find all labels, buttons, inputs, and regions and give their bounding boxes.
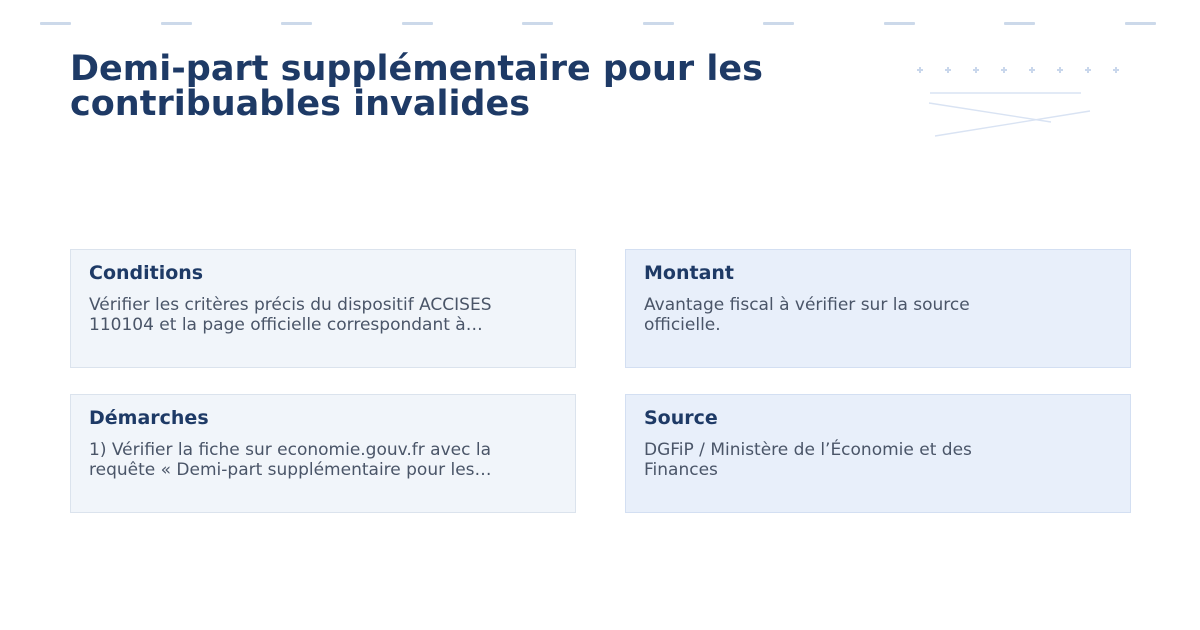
card-conditions-body: Vérifier les critères précis du disposit… [89, 295, 492, 335]
card-demarches: Démarches 1) Vérifier la fiche sur econo… [70, 394, 576, 513]
top-dash [642, 22, 674, 25]
decor-plus-dot [1113, 67, 1119, 73]
top-dash [522, 22, 554, 25]
card-demarches-body: 1) Vérifier la fiche sur economie.gouv.f… [89, 440, 492, 480]
decor-plus-dot [945, 67, 951, 73]
card-source-heading: Source [644, 407, 718, 429]
page-title: Demi-part supplémentaire pour les contri… [70, 49, 763, 124]
card-conditions-heading: Conditions [89, 262, 204, 284]
card-source-body: DGFiP / Ministère de l’Économie et des F… [644, 440, 972, 480]
top-dash [763, 22, 795, 25]
top-dash [883, 22, 915, 25]
decor-plus-dot [1029, 67, 1035, 73]
top-dash [1124, 22, 1156, 25]
decor-plus-dot [1057, 67, 1063, 73]
card-conditions: Conditions Vérifier les critères précis … [70, 249, 576, 368]
decor-dots-row [917, 67, 1119, 73]
decor-plus-dot [1085, 67, 1091, 73]
top-dash [401, 22, 433, 25]
card-source: Source DGFiP / Ministère de l’Économie e… [625, 394, 1131, 513]
decor-plus-dot [1001, 67, 1007, 73]
top-dash [281, 22, 313, 25]
info-cards-grid: Conditions Vérifier les critères précis … [70, 249, 1131, 513]
top-dashes-decoration [40, 22, 1156, 25]
card-montant-body: Avantage fiscal à vérifier sur la source… [644, 295, 970, 335]
corner-decoration [917, 67, 1119, 137]
decor-plus-dot [973, 67, 979, 73]
card-demarches-heading: Démarches [89, 407, 209, 429]
top-dash [40, 22, 71, 25]
top-dash [160, 22, 192, 25]
decor-line-diagonal-up [934, 110, 1091, 137]
top-dash [1004, 22, 1036, 25]
decor-line-diagonal-down [928, 102, 1052, 123]
card-montant: Montant Avantage fiscal à vérifier sur l… [625, 249, 1131, 368]
card-montant-heading: Montant [644, 262, 734, 284]
decor-plus-dot [917, 67, 923, 73]
